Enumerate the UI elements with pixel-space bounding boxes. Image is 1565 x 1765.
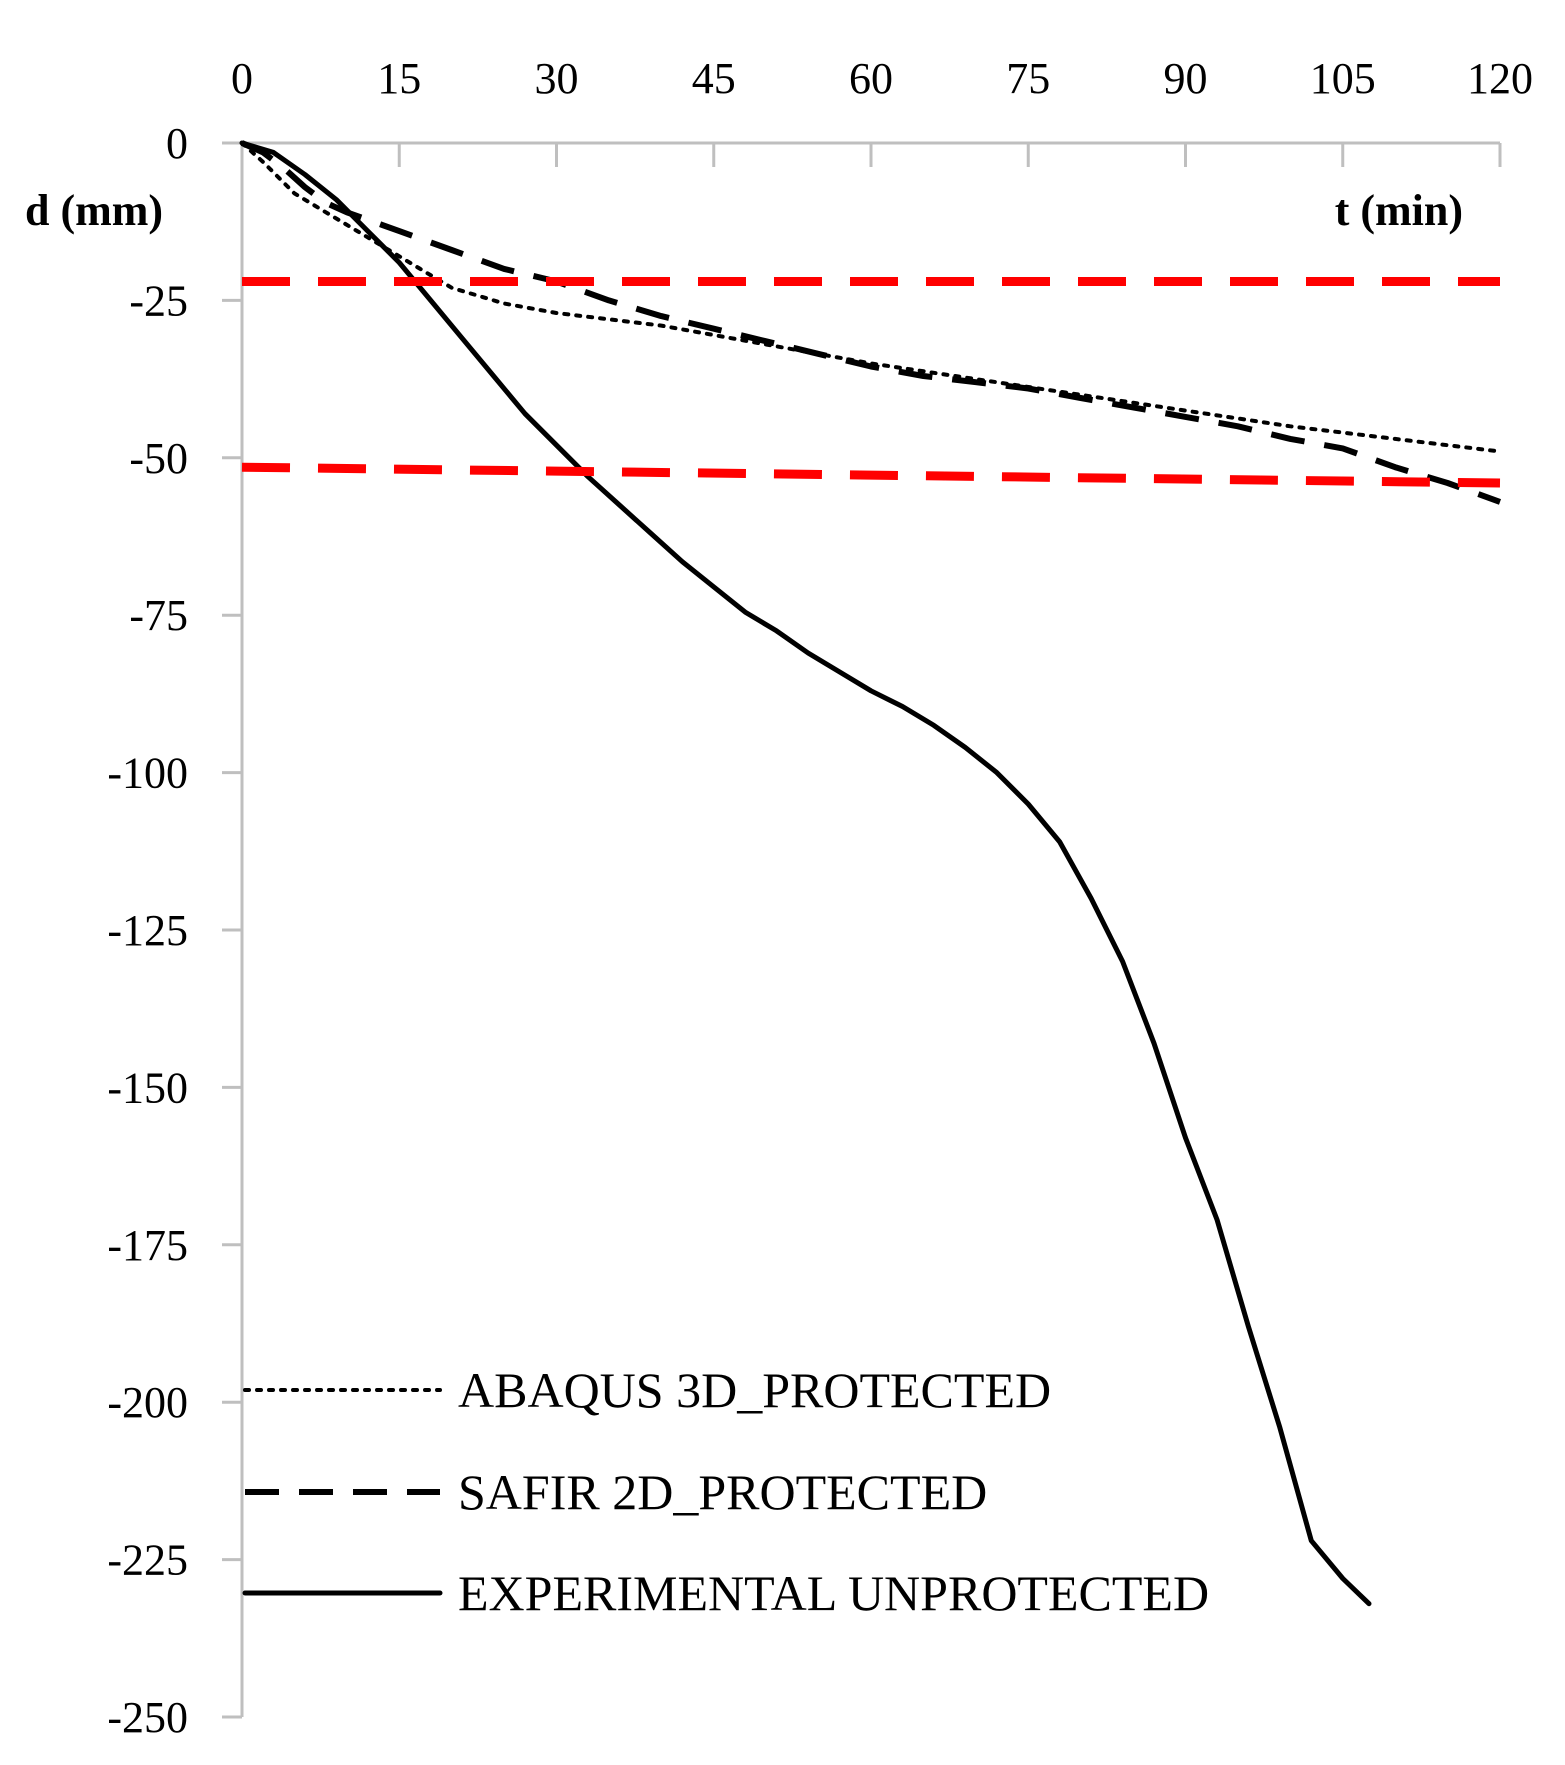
- x-tick-label: 105: [1310, 54, 1376, 103]
- x-tick-label: 15: [377, 54, 421, 103]
- y-tick-label: -75: [129, 591, 188, 640]
- series-line-2: [239, 140, 1372, 1607]
- y-tick-label: -250: [107, 1693, 188, 1742]
- y-tick-label: -50: [129, 434, 188, 483]
- series-line-1: [240, 140, 1502, 505]
- legend-label: SAFIR 2D_PROTECTED: [458, 1464, 987, 1520]
- axes: [222, 141, 1502, 1719]
- reference-line-4: [241, 462, 1501, 488]
- x-tick-label: 45: [692, 54, 736, 103]
- x-tick-label: 90: [1164, 54, 1208, 103]
- y-tick-label: -100: [107, 749, 188, 798]
- x-axis-label: t (min): [1335, 186, 1463, 235]
- legend: ABAQUS 3D_PROTECTED SAFIR 2D_PROTECTED EXP…: [242, 1362, 1209, 1621]
- series-lines: [239, 140, 1502, 1607]
- tick-labels: 0 15 30 45 60 75 90 105 120 0 -25 -50 -75 -100 -125 -15…: [107, 54, 1533, 1742]
- y-axis-label: d (mm): [25, 186, 163, 235]
- x-tick-label: 0: [231, 54, 253, 103]
- legend-label: ABAQUS 3D_PROTECTED: [458, 1362, 1051, 1418]
- y-tick-label: -125: [107, 906, 188, 955]
- series-line-0: [240, 141, 1502, 454]
- x-tick-label: 60: [849, 54, 893, 103]
- y-tick-label: -225: [107, 1536, 188, 1585]
- y-tick-label: -25: [129, 276, 188, 325]
- y-tick-label: -150: [107, 1063, 188, 1112]
- y-tick-label: -175: [107, 1221, 188, 1270]
- x-tick-label: 120: [1467, 54, 1533, 103]
- x-tick-label: 30: [535, 54, 579, 103]
- y-tick-label: 0: [166, 119, 188, 168]
- y-tick-label: -200: [107, 1378, 188, 1427]
- legend-label: EXPERIMENTAL UNPROTECTED: [458, 1565, 1209, 1621]
- x-tick-label: 75: [1006, 54, 1050, 103]
